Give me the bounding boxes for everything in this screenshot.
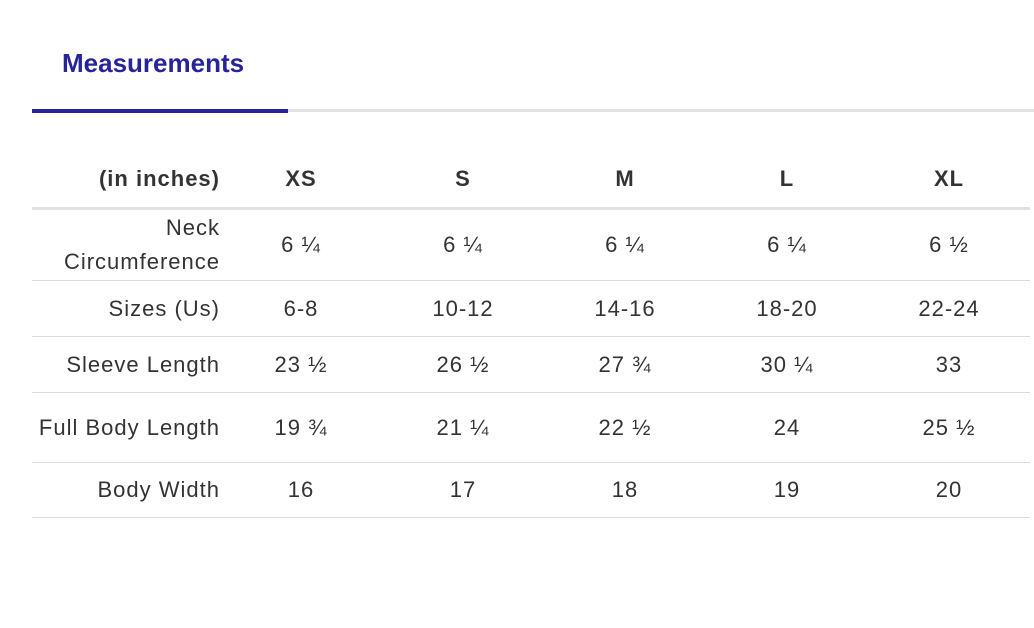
size-table: (in inches) XS S M L XL Neck Circumference 6 ¼…: [32, 150, 1030, 518]
tab-divider: [288, 109, 1034, 112]
row-label: Body Width: [32, 462, 220, 518]
row-label: Neck Circumference: [32, 208, 220, 281]
cell: 6 ¼: [544, 208, 706, 281]
tab-active-indicator: [32, 109, 288, 113]
cell: 6 ¼: [382, 208, 544, 281]
row-label: Sizes (Us): [32, 280, 220, 337]
cell: 30 ¼: [706, 336, 868, 393]
cell: 26 ½: [382, 336, 544, 393]
row-label: Sleeve Length: [32, 336, 220, 393]
cell: 19 ¾: [220, 392, 382, 463]
cell: 22-24: [868, 280, 1030, 337]
cell: 22 ½: [544, 392, 706, 463]
column-header: M: [544, 150, 706, 210]
cell: 18: [544, 462, 706, 518]
cell: 17: [382, 462, 544, 518]
table-row: Full Body Length 19 ¾ 21 ¼ 22 ½ 24 25 ½: [32, 392, 1030, 463]
cell: 27 ¾: [544, 336, 706, 393]
header-row: (in inches) XS S M L XL: [32, 150, 1030, 210]
tab-label[interactable]: Measurements: [62, 48, 245, 78]
table-row: Sizes (Us) 6-8 10-12 14-16 18-20 22-24: [32, 280, 1030, 337]
column-header: (in inches): [32, 150, 220, 210]
table-row: Sleeve Length 23 ½ 26 ½ 27 ¾ 30 ¼ 33: [32, 336, 1030, 393]
cell: 6 ½: [868, 208, 1030, 281]
cell: 33: [868, 336, 1030, 393]
cell: 18-20: [706, 280, 868, 337]
row-label: Full Body Length: [32, 392, 220, 463]
cell: 6 ¼: [220, 208, 382, 281]
cell: 24: [706, 392, 868, 463]
cell: 20: [868, 462, 1030, 518]
cell: 10-12: [382, 280, 544, 337]
cell: 21 ¼: [382, 392, 544, 463]
table-row: Body Width 16 17 18 19 20: [32, 462, 1030, 518]
cell: 19: [706, 462, 868, 518]
column-header: XL: [868, 150, 1030, 210]
cell: 23 ½: [220, 336, 382, 393]
cell: 25 ½: [868, 392, 1030, 463]
cell: 14-16: [544, 280, 706, 337]
cell: 6 ¼: [706, 208, 868, 281]
cell: 6-8: [220, 280, 382, 337]
column-header: S: [382, 150, 544, 210]
column-header: L: [706, 150, 868, 210]
cell: 16: [220, 462, 382, 518]
column-header: XS: [220, 150, 382, 210]
